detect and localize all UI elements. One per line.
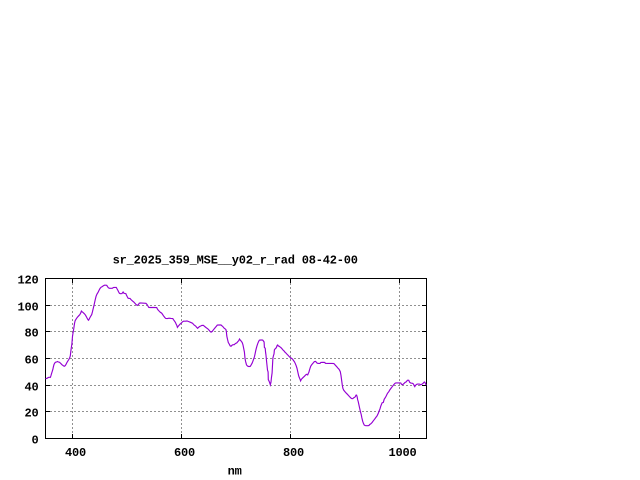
svg-text:0: 0 <box>31 434 38 448</box>
svg-text:1000: 1000 <box>388 446 416 460</box>
svg-text:80: 80 <box>24 327 38 341</box>
svg-text:nm: nm <box>228 465 242 479</box>
svg-text:100: 100 <box>17 301 38 315</box>
svg-text:800: 800 <box>283 446 304 460</box>
svg-text:400: 400 <box>65 446 86 460</box>
svg-text:120: 120 <box>17 274 38 288</box>
svg-text:40: 40 <box>24 381 38 395</box>
svg-text:20: 20 <box>24 407 38 421</box>
svg-text:60: 60 <box>24 354 38 368</box>
svg-text:600: 600 <box>174 446 195 460</box>
svg-text:sr_2025_359_MSE__y02_r_rad 08-: sr_2025_359_MSE__y02_r_rad 08-42-00 <box>113 253 358 267</box>
